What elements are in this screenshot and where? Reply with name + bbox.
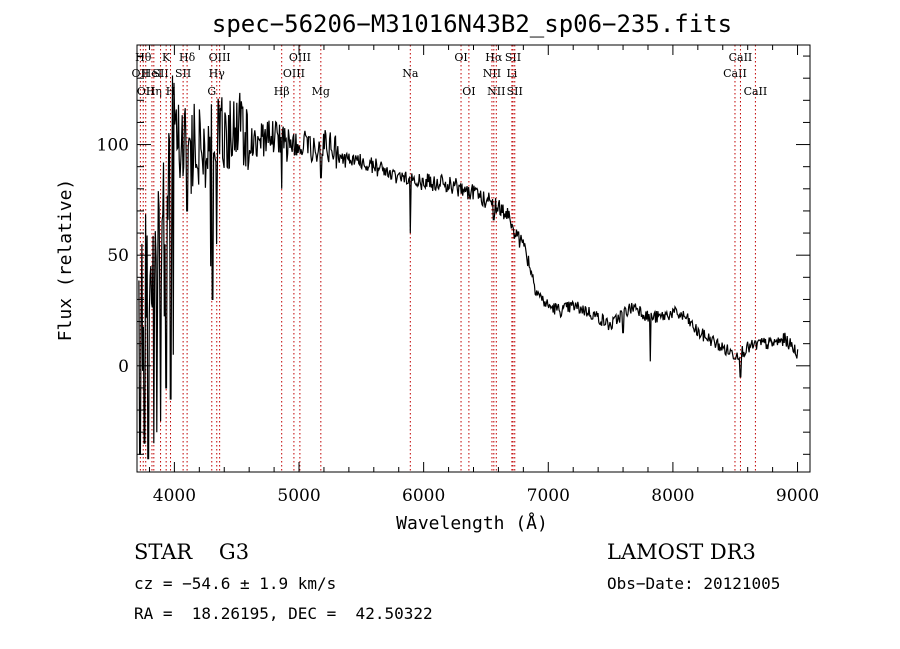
line-marker-label: SII: [175, 67, 191, 80]
line-marker-label: OIII: [209, 51, 231, 64]
line-marker-label: CaII: [729, 51, 753, 64]
line-marker-label: Mg: [312, 85, 330, 98]
plot-frame: [136, 44, 811, 473]
line-marker-label: HeI: [142, 67, 162, 80]
line-marker-label: CaII: [744, 85, 768, 98]
line-marker-label: SII: [152, 67, 168, 80]
axes: 4000 5000 6000 7000 8000 9000 0 50 100: [97, 44, 819, 506]
line-marker-label: G: [207, 85, 216, 98]
x-tick-label: 5000: [277, 486, 320, 506]
line-marker-label: Hβ: [274, 85, 290, 98]
x-tick-label: 7000: [527, 486, 570, 506]
y-tick-label: 100: [97, 136, 129, 156]
line-marker-label: NII: [483, 67, 501, 80]
line-markers: OIIHθOIIHeIHηSIIKHSIIHδGHγOIIIHβOIIIOIII…: [132, 45, 768, 472]
line-marker-label: OII: [132, 67, 150, 80]
line-marker-label: OIII: [289, 51, 311, 64]
observation-date: Obs−Date: 20121005: [607, 574, 781, 593]
y-tick-label: 50: [107, 246, 129, 266]
line-marker-label: OI: [454, 51, 467, 64]
line-marker-label: Li: [506, 67, 517, 80]
redshift-cz: cz = −54.6 ± 1.9 km/s: [134, 574, 337, 593]
spectrum-line: [138, 75, 799, 460]
x-axis-label: Wavelength (Å): [396, 512, 548, 534]
line-marker-label: OIII: [283, 67, 305, 80]
x-tick-label: 6000: [402, 486, 445, 506]
survey-name: LAMOST DR3: [607, 540, 756, 564]
y-axis-label: Flux (relative): [55, 179, 76, 342]
x-tick-label: 4000: [153, 486, 196, 506]
line-marker-label: NII: [487, 85, 505, 98]
chart-title: spec−56206−M31016N43B2_sp06−235.fits: [212, 10, 732, 38]
line-marker-label: Hδ: [179, 51, 196, 64]
line-marker-label: CaII: [723, 67, 747, 80]
line-marker-label: Hα: [485, 51, 503, 64]
line-marker-label: SII: [505, 51, 521, 64]
line-marker-label: H: [166, 85, 176, 98]
line-marker-label: K: [162, 51, 171, 64]
line-marker-label: Hγ: [209, 67, 226, 80]
y-tick-label: 0: [118, 357, 129, 377]
object-class: STAR G3: [134, 540, 250, 564]
spectrum-series: [138, 75, 799, 460]
line-marker-label: OII: [137, 85, 155, 98]
line-marker-label: Hη: [146, 85, 162, 98]
coordinates: RA = 18.26195, DEC = 42.50322: [134, 604, 433, 623]
line-marker-label: OI: [462, 85, 475, 98]
x-tick-label: 8000: [651, 486, 694, 506]
line-marker-label: Hθ: [135, 51, 152, 64]
x-tick-label: 9000: [776, 486, 819, 506]
line-marker-label: Na: [402, 67, 419, 80]
line-marker-label: SII: [507, 85, 523, 98]
